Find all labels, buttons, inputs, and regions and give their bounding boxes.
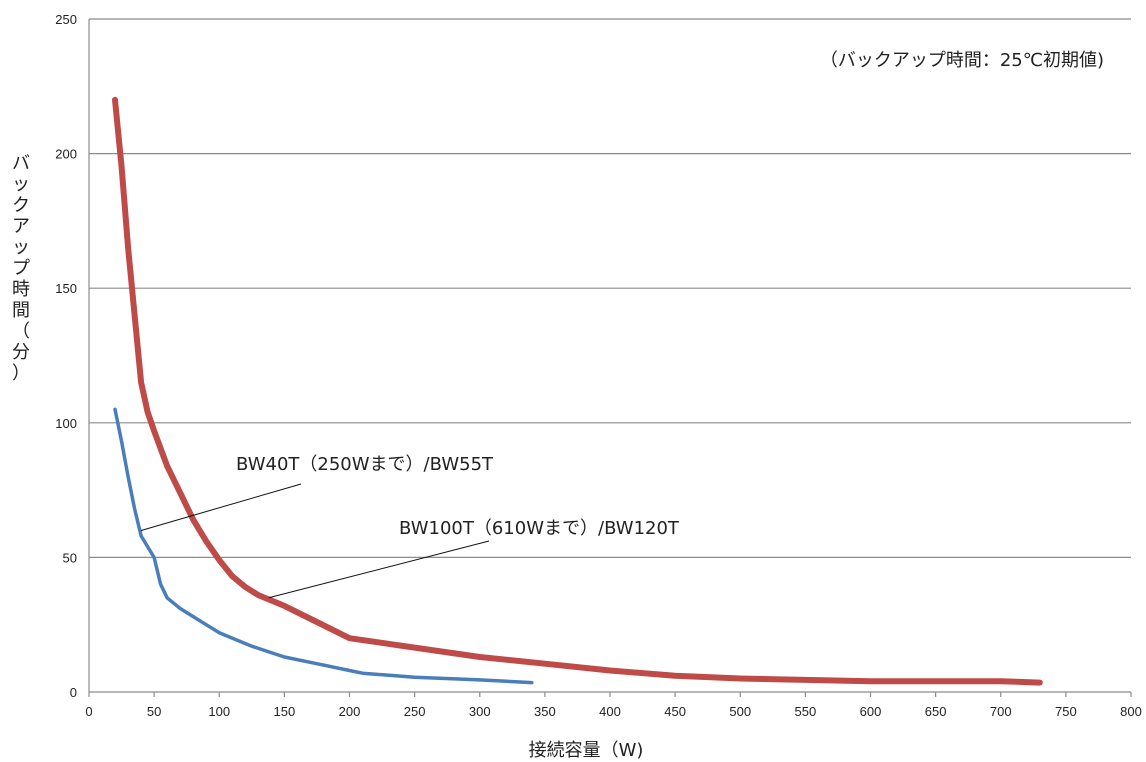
x-tick-label: 600 (860, 704, 882, 719)
y-tick-label: 0 (70, 685, 77, 700)
series-label-bw100t: BW100T（610Wまで）/BW120T (399, 518, 680, 539)
y-axis-title-char: ッ (12, 237, 30, 258)
x-tick-labels: 0 50 100 150 200 250 300 350 400 450 500 550 600 650 7… (85, 704, 1141, 719)
x-tick-label: 500 (729, 704, 751, 719)
y-tick-label: 50 (63, 550, 77, 565)
x-tick-label: 150 (274, 704, 296, 719)
y-axis-title-char: ク (12, 195, 30, 216)
axes (88, 19, 1132, 697)
y-tick-labels: 0 50 100 150 200 250 (55, 12, 77, 700)
x-tick-label: 200 (339, 704, 361, 719)
y-tick-label: 200 (55, 147, 77, 162)
series-lines (112, 96, 1043, 686)
y-axis-title-char: ア (12, 216, 30, 237)
y-axis-title: バックアップ時間（分） (12, 153, 30, 384)
grid (89, 18, 1131, 559)
x-tick-label: 750 (1055, 704, 1077, 719)
x-tick-label: 0 (85, 704, 92, 719)
leader-line-1 (140, 483, 302, 531)
x-tick-label: 350 (534, 704, 556, 719)
y-tick-label: 250 (55, 12, 77, 27)
leader-line-2 (268, 540, 490, 599)
x-tick-label: 250 (404, 704, 426, 719)
chart-note: （バックアップ時間：25℃初期値) (820, 50, 1104, 71)
label-leader-lines (140, 483, 490, 599)
y-axis-title-char: （ (12, 321, 30, 342)
y-tick-label: 100 (55, 416, 77, 431)
y-axis-title-char: ） (12, 363, 30, 384)
x-tick-label: 400 (599, 704, 621, 719)
y-axis-title-char: ッ (12, 174, 30, 195)
x-tick-label: 300 (469, 704, 491, 719)
x-tick-label: 700 (990, 704, 1012, 719)
y-tick-label: 150 (55, 281, 77, 296)
y-axis-title-char: 間 (12, 300, 30, 321)
y-axis-title-char: プ (12, 258, 30, 279)
series-line-2 (112, 96, 1043, 686)
x-tick-label: 50 (147, 704, 161, 719)
series-line-1 (113, 407, 534, 685)
series-label-bw40t: BW40T（250Wまで）/BW55T (236, 454, 494, 475)
x-axis-title: 接続容量（W) (529, 740, 644, 761)
x-tick-label: 550 (795, 704, 817, 719)
x-tick-label: 450 (664, 704, 686, 719)
x-tick-label: 100 (208, 704, 230, 719)
y-axis-title-char: バ (12, 153, 30, 174)
y-axis-title-char: 分 (12, 342, 30, 363)
x-tick-label: 650 (925, 704, 947, 719)
x-tick-label: 800 (1120, 704, 1142, 719)
y-axis-title-char: 時 (12, 279, 30, 300)
